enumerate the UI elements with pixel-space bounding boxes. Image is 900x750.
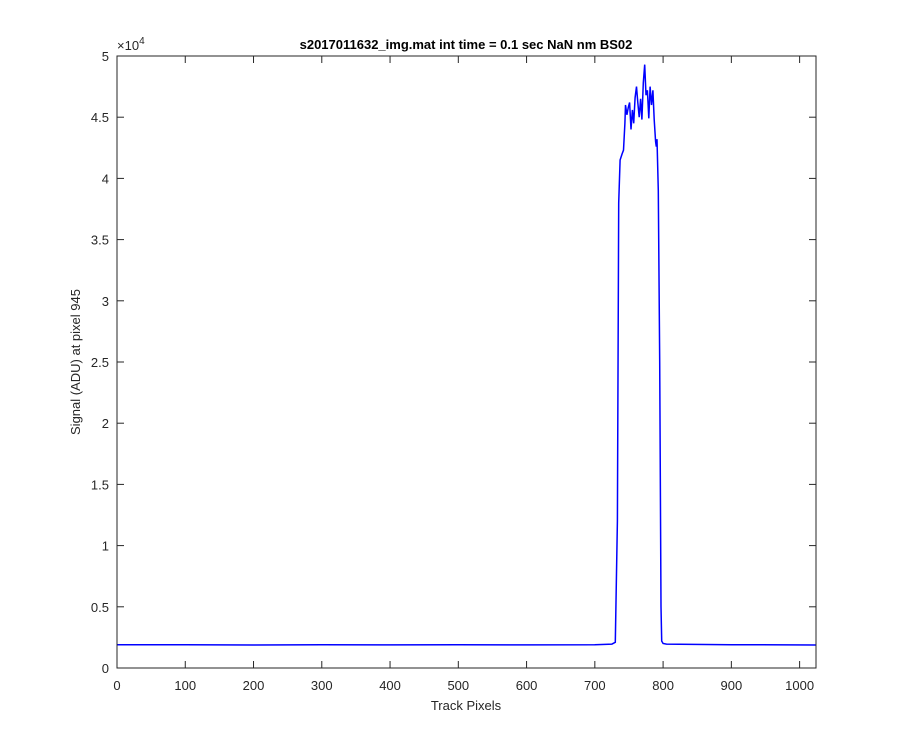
x-axis-label: Track Pixels bbox=[431, 698, 502, 713]
x-tick-label: 0 bbox=[113, 678, 120, 693]
y-tick-label: 2 bbox=[102, 416, 109, 431]
y-tick-label: 0 bbox=[102, 661, 109, 676]
x-tick-label: 1000 bbox=[785, 678, 814, 693]
y-tick-label: 1.5 bbox=[91, 477, 109, 492]
y-tick-label: 1 bbox=[102, 539, 109, 554]
x-axis: 0 100 200 300 400 500 600 700 800 900 1000 bbox=[113, 56, 814, 693]
axes-box bbox=[116, 55, 817, 669]
y-tick-label: 4.5 bbox=[91, 110, 109, 125]
y-axis-exponent: ×104 bbox=[117, 36, 145, 53]
y-axis-label: Signal (ADU) at pixel 945 bbox=[68, 289, 83, 435]
y-exponent-base: ×10 bbox=[117, 38, 139, 53]
y-tick-label: 3 bbox=[102, 294, 109, 309]
x-tick-label: 600 bbox=[516, 678, 538, 693]
y-tick-label: 2.5 bbox=[91, 355, 109, 370]
x-tick-label: 400 bbox=[379, 678, 401, 693]
chart-title: s2017011632_img.mat int time = 0.1 sec N… bbox=[300, 37, 633, 52]
x-tick-label: 700 bbox=[584, 678, 606, 693]
series-line bbox=[117, 64, 817, 646]
y-tick-label: 0.5 bbox=[91, 600, 109, 615]
x-tick-label: 800 bbox=[652, 678, 674, 693]
y-tick-label: 5 bbox=[102, 49, 109, 64]
x-tick-label: 300 bbox=[311, 678, 333, 693]
y-exponent-power: 4 bbox=[139, 36, 145, 47]
x-tick-label: 900 bbox=[721, 678, 743, 693]
axes-background bbox=[117, 56, 816, 668]
x-tick-label: 100 bbox=[174, 678, 196, 693]
y-axis: 0 0.5 1 1.5 2 2.5 3 3.5 4 4.5 5 bbox=[91, 49, 816, 676]
y-tick-label: 3.5 bbox=[91, 233, 109, 248]
x-tick-label: 200 bbox=[243, 678, 265, 693]
y-tick-label: 4 bbox=[102, 171, 109, 186]
x-tick-label: 500 bbox=[447, 678, 469, 693]
